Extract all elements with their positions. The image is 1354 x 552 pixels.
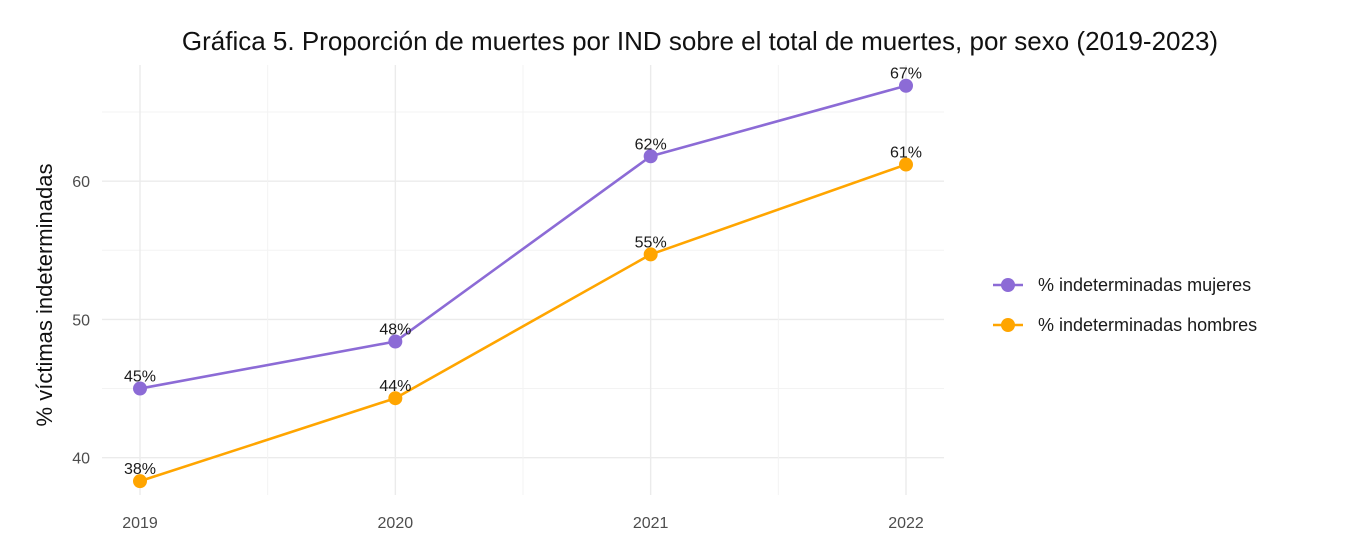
x-tick-label: 2021 <box>633 515 669 532</box>
data-label: 55% <box>635 234 667 251</box>
data-point <box>899 78 913 93</box>
y-tick-label: 40 <box>72 451 90 468</box>
x-tick-label: 2019 <box>122 515 158 532</box>
y-axis-label: % víctimas indeterminadas <box>32 164 57 427</box>
gridlines <box>102 65 944 495</box>
data-point <box>899 157 913 172</box>
legend-key-point <box>1001 278 1015 292</box>
series-points <box>133 78 913 489</box>
data-label: 48% <box>379 322 411 339</box>
legend-label: % indeterminadas mujeres <box>1038 275 1251 295</box>
legend-item: % indeterminadas mujeres <box>993 275 1251 295</box>
legend-key-point <box>1001 318 1015 332</box>
legend: % indeterminadas mujeres % indeterminadas… <box>993 275 1257 335</box>
y-tick-label: 50 <box>72 312 90 329</box>
x-tick-label: 2020 <box>378 515 414 532</box>
y-axis-ticks: 40 50 60 <box>72 174 90 468</box>
series-line <box>139 84 907 390</box>
series-line <box>139 163 907 483</box>
data-label: 67% <box>890 66 922 83</box>
y-tick-label: 60 <box>72 174 90 191</box>
chart-title: Gráfica 5. Proporción de muertes por IND… <box>182 26 1218 56</box>
data-point <box>388 391 403 406</box>
data-point <box>643 247 658 262</box>
legend-label: % indeterminadas hombres <box>1038 315 1257 335</box>
data-labels: 45% 48% 62% 67% 38% 44% 55% 61% <box>124 66 922 478</box>
data-point <box>388 334 403 349</box>
data-point <box>133 474 147 489</box>
data-label: 61% <box>890 145 922 162</box>
data-point <box>643 149 658 164</box>
data-label: 38% <box>124 461 156 478</box>
data-point <box>133 381 147 396</box>
x-axis-ticks: 2019 2020 2021 2022 <box>122 515 924 532</box>
x-tick-label: 2022 <box>888 515 924 532</box>
data-label: 44% <box>379 378 411 395</box>
data-label: 62% <box>635 136 667 153</box>
legend-item: % indeterminadas hombres <box>993 315 1257 335</box>
series-lines <box>139 84 907 483</box>
data-label: 45% <box>124 369 156 386</box>
